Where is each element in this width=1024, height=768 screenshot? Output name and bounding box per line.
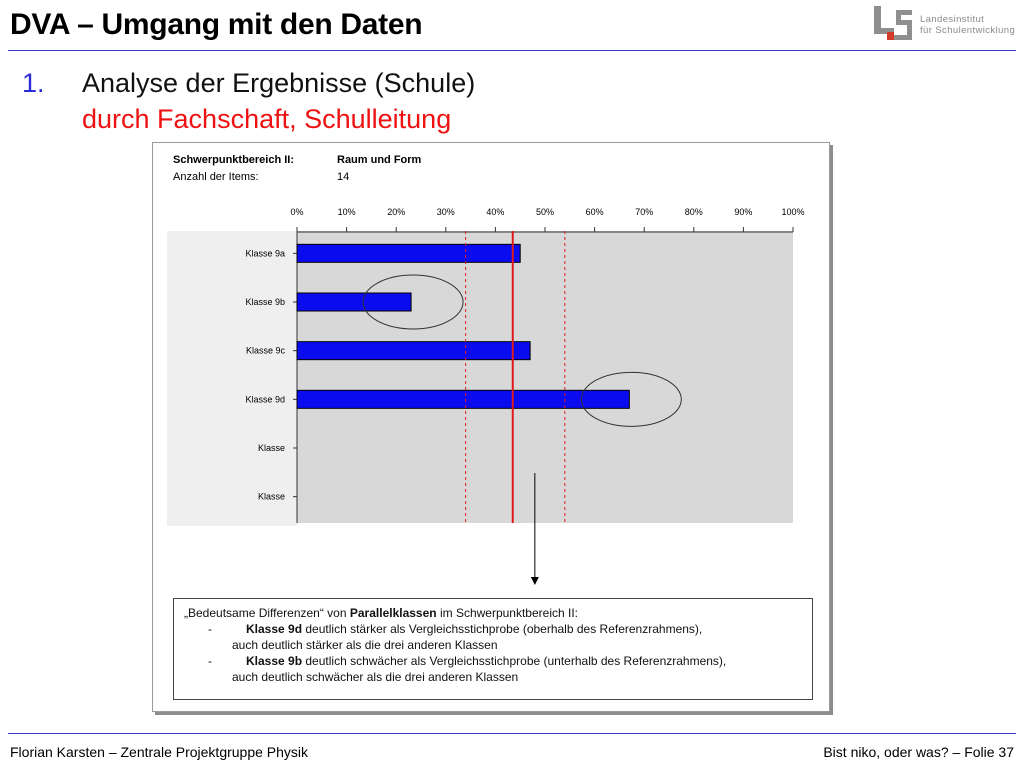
note-line-1: „Bedeutsame Differenzen“ von Parallelkla… <box>184 605 812 621</box>
footer-author: Florian Karsten – Zentrale Projektgruppe… <box>10 744 309 760</box>
note-dash: - <box>208 654 212 668</box>
note-text: auch deutlich stärker als die drei ander… <box>232 638 498 652</box>
chart-items-label: Anzahl der Items: <box>173 171 259 183</box>
point-text-line-1: Analyse der Ergebnisse (Schule) <box>82 68 476 98</box>
note-text: auch deutlich schwächer als die drei and… <box>232 670 519 684</box>
chart-items-value: 14 <box>337 171 349 183</box>
y-tick-label: Klasse <box>258 443 285 453</box>
note-bold-text: Parallelklassen <box>349 606 437 620</box>
logo-text: Landesinstitut für Schulentwicklung <box>920 14 1015 36</box>
logo-line-2: für Schulentwicklung <box>920 25 1016 36</box>
note-line-3: auch deutlich stärker als die drei ander… <box>184 637 812 653</box>
ls-logo-icon <box>874 6 912 40</box>
plot-area-left-shade <box>167 231 297 526</box>
bar-chart: Schwerpunktbereich II: Raum und Form Anz… <box>167 154 805 585</box>
bar <box>296 292 412 312</box>
y-tick-label: Klasse 9d <box>245 394 285 404</box>
y-tick-label: Klasse 9b <box>245 297 285 307</box>
y-tick-label: Klasse 9a <box>245 248 285 258</box>
x-tick-label: 80% <box>685 207 703 217</box>
y-tick-label: Klasse 9c <box>246 346 286 356</box>
highlight-ellipse <box>580 371 682 427</box>
footer-slide-info: Bist niko, oder was? – Folie 37 <box>823 744 1014 760</box>
point-number: 1. <box>22 68 45 98</box>
x-tick-label: 30% <box>437 207 455 217</box>
highlight-ellipse <box>362 274 464 330</box>
footer-divider <box>8 733 1016 734</box>
result-figure: Schwerpunktbereich II: Raum und Form Anz… <box>152 142 830 712</box>
institute-logo: Landesinstitut für Schulentwicklung <box>870 4 1020 46</box>
chart-area-value: Raum und Form <box>337 154 422 166</box>
note-text: deutlich schwächer als Vergleichsstichpr… <box>302 654 727 668</box>
note-line-4: - Klasse 9b deutlich schwächer als Vergle… <box>184 653 812 669</box>
x-tick-label: 70% <box>635 207 653 217</box>
x-tick-label: 100% <box>781 207 804 217</box>
point-text-line-2: durch Fachschaft, Schulleitung <box>82 104 452 134</box>
chart-area-label: Schwerpunktbereich II: <box>173 154 294 166</box>
pointer-arrow-head <box>530 577 539 585</box>
x-tick-label: 50% <box>536 207 554 217</box>
x-tick-label: 20% <box>387 207 405 217</box>
note-bold-text: Klasse 9b <box>246 654 303 668</box>
note-dash: - <box>208 622 212 636</box>
x-tick-label: 60% <box>586 207 604 217</box>
bar <box>296 341 531 361</box>
note-text: im Schwerpunktbereich II: <box>436 606 579 620</box>
note-text: deutlich stärker als Vergleichsstichprob… <box>302 622 703 636</box>
bar <box>296 243 521 263</box>
x-tick-label: 0% <box>290 207 303 217</box>
interpretation-note: „Bedeutsame Differenzen“ von Parallelkla… <box>173 598 813 700</box>
note-bold-text: Klasse 9d <box>246 622 303 636</box>
note-text: „Bedeutsame Differenzen“ von <box>184 606 350 620</box>
logo-line-1: Landesinstitut <box>920 14 985 25</box>
note-line-5: auch deutlich schwächer als die drei and… <box>184 669 812 685</box>
slide-title: DVA – Umgang mit den Daten <box>10 8 423 41</box>
bar <box>296 389 630 409</box>
x-tick-label: 40% <box>486 207 504 217</box>
x-tick-label: 90% <box>734 207 752 217</box>
y-tick-label: Klasse <box>258 492 285 502</box>
x-tick-label: 10% <box>338 207 356 217</box>
note-line-2: - Klasse 9d deutlich stärker als Vergleic… <box>184 621 812 637</box>
plot-group: 0% 10% 20% 30% 40% 50% 60% 70% 80% 90% 100% Klasse … <box>245 207 805 585</box>
title-divider <box>8 50 1016 51</box>
plot-background <box>297 231 793 523</box>
